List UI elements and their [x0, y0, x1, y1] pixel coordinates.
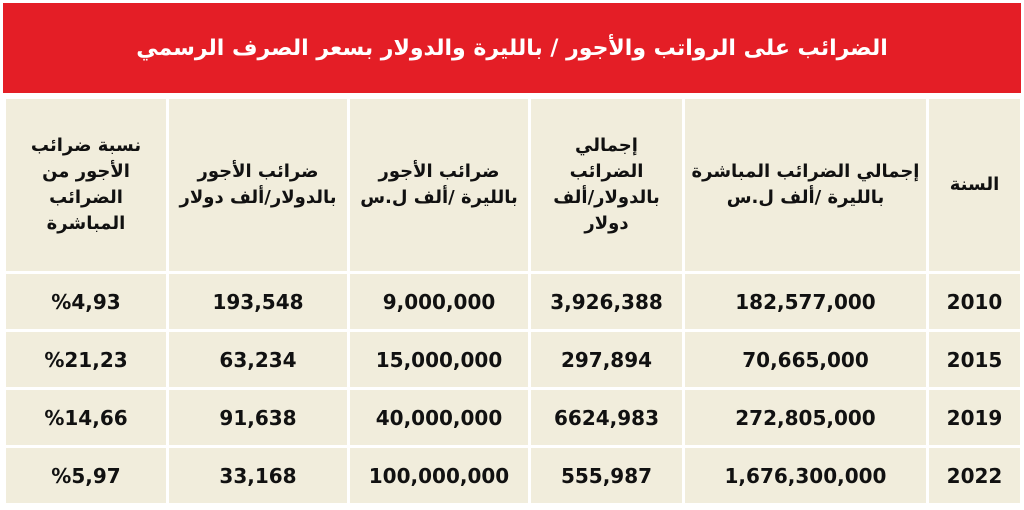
- cell-wage-taxes-syp: 40,000,000: [350, 390, 528, 445]
- cell-wage-taxes-usd: 63,234: [169, 332, 347, 387]
- cell-wage-tax-ratio: %14,66: [6, 390, 166, 445]
- cell-total-taxes-usd: 3,926,388: [531, 274, 682, 329]
- cell-total-taxes-usd: 297,894: [531, 332, 682, 387]
- cell-total-taxes-usd: 555,987: [531, 448, 682, 503]
- table-row: 2010 182,577,000 3,926,388 9,000,000 193…: [6, 274, 1020, 329]
- cell-total-direct-taxes-syp: 1,676,300,000: [685, 448, 926, 503]
- cell-year: 2015: [929, 332, 1020, 387]
- cell-wage-taxes-usd: 193,548: [169, 274, 347, 329]
- cell-wage-taxes-usd: 33,168: [169, 448, 347, 503]
- cell-total-direct-taxes-syp: 70,665,000: [685, 332, 926, 387]
- header-total-direct-taxes-syp: إجمالي الضرائب المباشرة بالليرة /ألف ل.س: [685, 99, 926, 271]
- cell-wage-taxes-usd: 91,638: [169, 390, 347, 445]
- cell-total-taxes-usd: 6624,983: [531, 390, 682, 445]
- table-row: 2022 1,676,300,000 555,987 100,000,000 3…: [6, 448, 1020, 503]
- header-row: السنة إجمالي الضرائب المباشرة بالليرة /أ…: [6, 99, 1020, 271]
- cell-wage-tax-ratio: %5,97: [6, 448, 166, 503]
- cell-total-direct-taxes-syp: 182,577,000: [685, 274, 926, 329]
- table-row: 2015 70,665,000 297,894 15,000,000 63,23…: [6, 332, 1020, 387]
- table-row: 2019 272,805,000 6624,983 40,000,000 91,…: [6, 390, 1020, 445]
- table-title: الضرائب على الرواتب والأجور / بالليرة وا…: [136, 35, 888, 61]
- cell-year: 2022: [929, 448, 1020, 503]
- cell-year: 2019: [929, 390, 1020, 445]
- header-wage-taxes-syp: ضرائب الأجور بالليرة /ألف ل.س: [350, 99, 528, 271]
- cell-wage-tax-ratio: %21,23: [6, 332, 166, 387]
- cell-wage-taxes-syp: 15,000,000: [350, 332, 528, 387]
- cell-total-direct-taxes-syp: 272,805,000: [685, 390, 926, 445]
- cell-wage-taxes-syp: 100,000,000: [350, 448, 528, 503]
- header-wage-tax-ratio: نسبة ضرائب الأجور من الضرائب المباشرة: [6, 99, 166, 271]
- cell-year: 2010: [929, 274, 1020, 329]
- cell-wage-taxes-syp: 9,000,000: [350, 274, 528, 329]
- header-wage-taxes-usd: ضرائب الأجور بالدولار/ألف دولار: [169, 99, 347, 271]
- header-year: السنة: [929, 99, 1020, 271]
- title-bar: الضرائب على الرواتب والأجور / بالليرة وا…: [3, 3, 1021, 93]
- tax-table: السنة إجمالي الضرائب المباشرة بالليرة /أ…: [3, 96, 1023, 506]
- cell-wage-tax-ratio: %4,93: [6, 274, 166, 329]
- header-total-taxes-usd: إجمالي الضرائب بالدولار/ألف دولار: [531, 99, 682, 271]
